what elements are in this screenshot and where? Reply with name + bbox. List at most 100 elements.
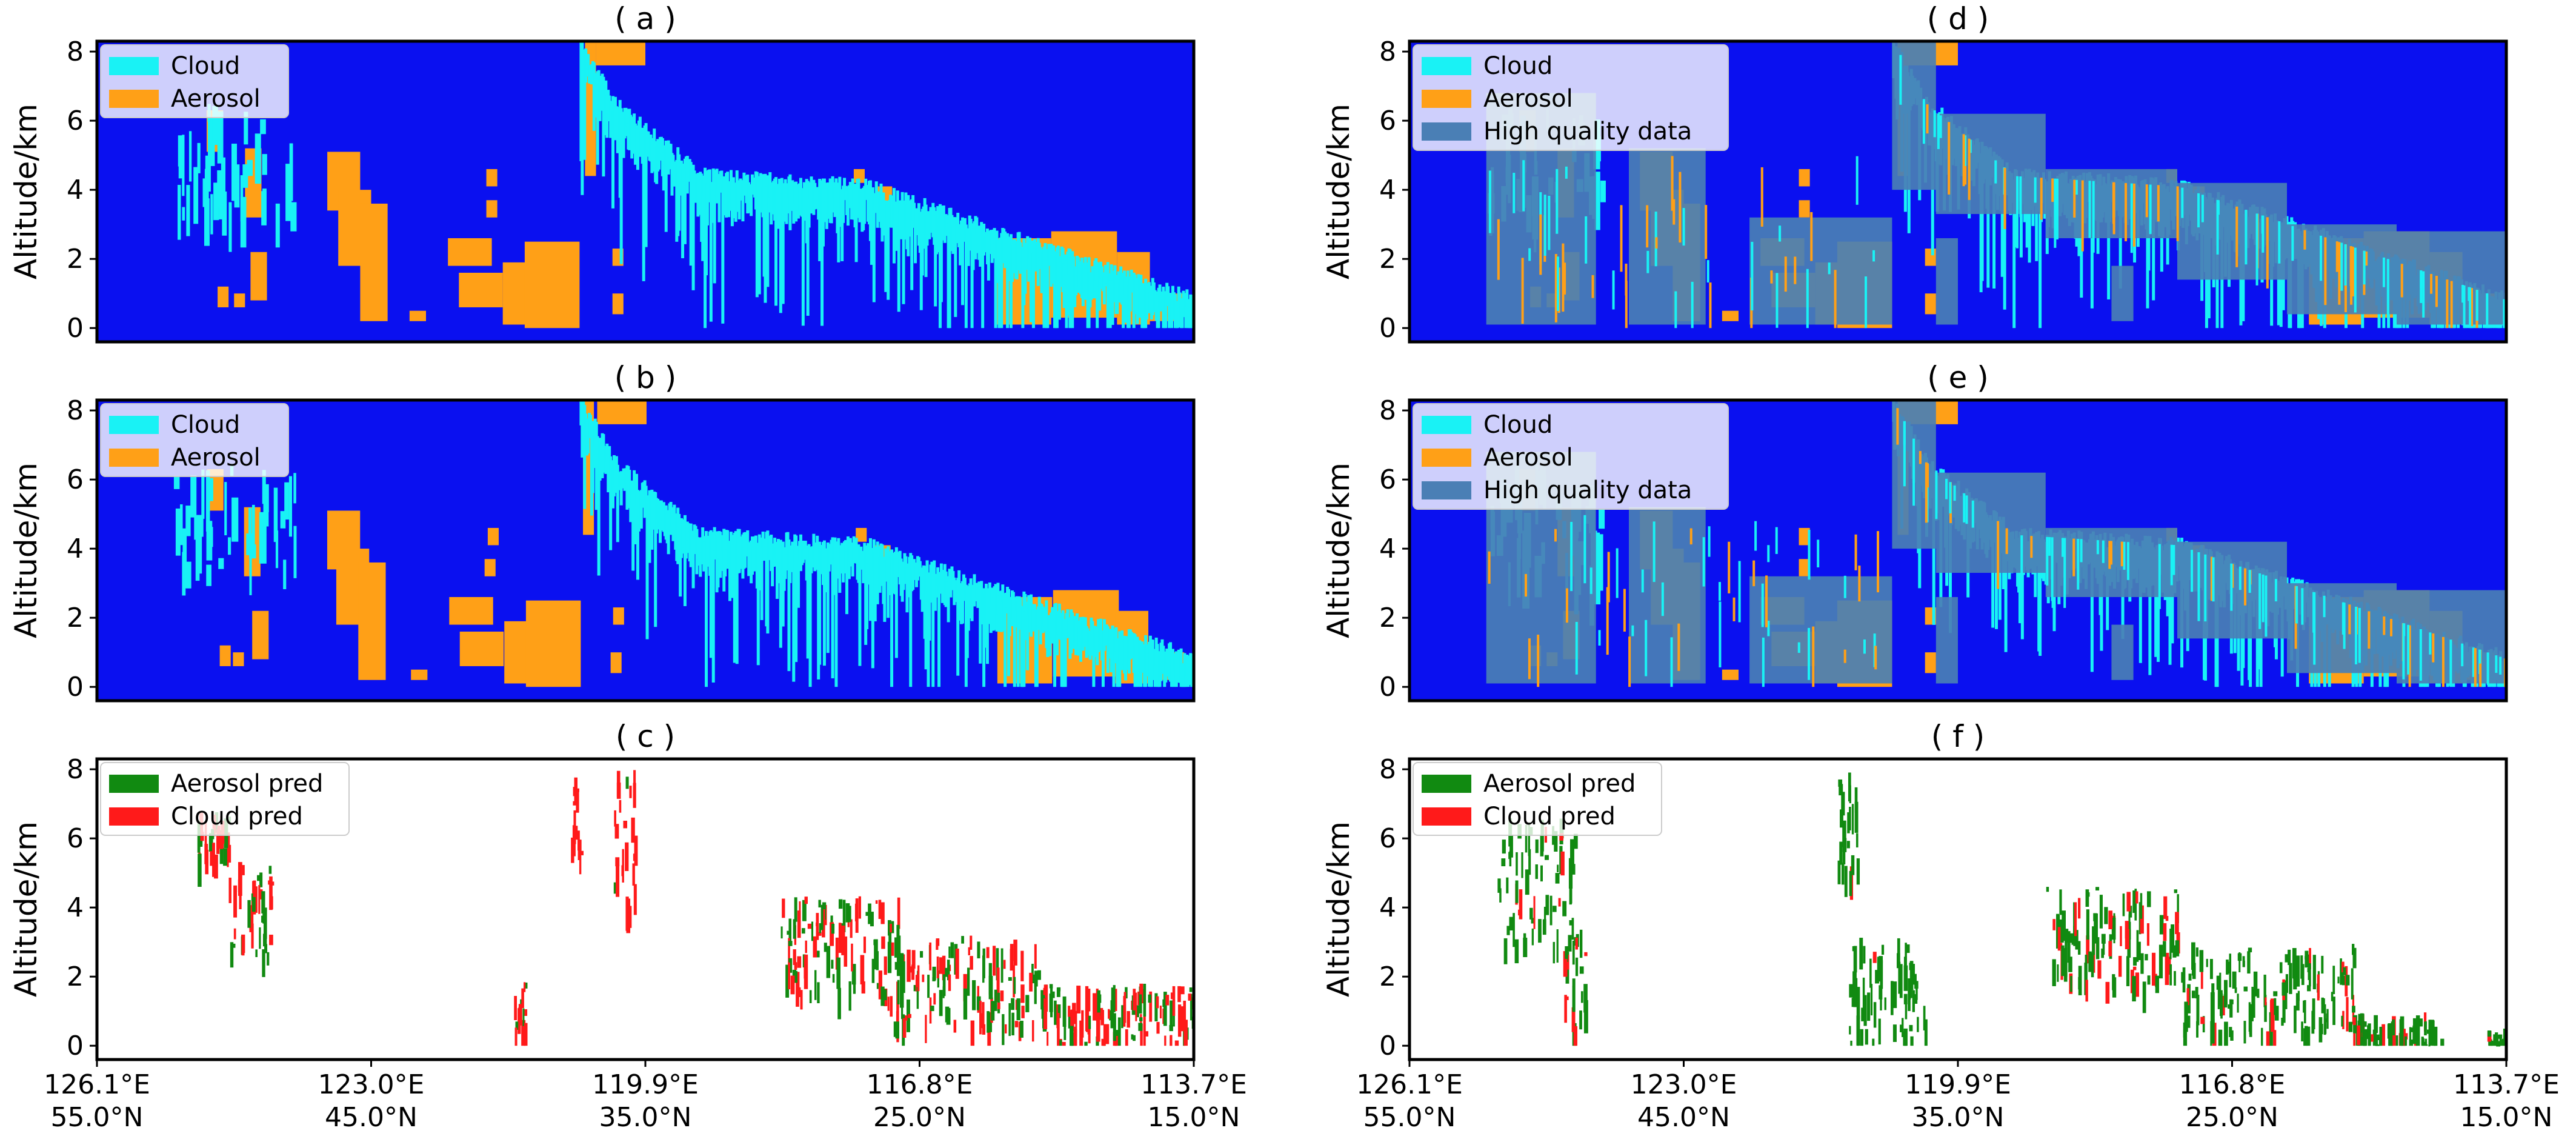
pred-streak xyxy=(890,924,892,933)
cloud-streak xyxy=(989,596,993,633)
overlay-streak xyxy=(2449,639,2452,687)
overlay-streak xyxy=(2096,540,2099,555)
pred-streak xyxy=(521,1020,526,1046)
pred-streak xyxy=(817,982,820,1004)
pred-streak xyxy=(2317,974,2320,1001)
overlay-streak xyxy=(1751,241,1754,311)
pred-streak xyxy=(2247,951,2251,974)
pred-streak xyxy=(2434,1026,2438,1046)
overlay-streak xyxy=(2478,649,2481,664)
cloud-streak xyxy=(1118,631,1122,687)
pred-streak xyxy=(2229,999,2233,1018)
cloud-streak xyxy=(705,183,709,225)
pred-streak xyxy=(1131,1034,1134,1040)
overlay-streak xyxy=(1525,573,1528,597)
pred-streak xyxy=(269,934,273,946)
pred-streak xyxy=(1162,999,1165,1007)
pred-streak xyxy=(873,939,878,946)
x-tick-label: 123.0°E 45.0°N xyxy=(318,1069,425,1133)
cloud-streak xyxy=(974,216,977,259)
pred-streak xyxy=(579,840,582,852)
pred-streak xyxy=(790,975,795,995)
overlay-streak xyxy=(1562,243,1565,312)
pred-streak xyxy=(2312,955,2316,990)
pred-streak xyxy=(2138,902,2142,935)
overlay-streak xyxy=(1812,626,1815,687)
overlay-streak xyxy=(1488,551,1491,584)
overlay-streak xyxy=(1926,104,1929,134)
y-tick-label: 6 xyxy=(1379,823,1396,854)
pred-streak xyxy=(576,826,578,840)
overlay-streak xyxy=(1754,521,1757,551)
cloud-streak xyxy=(184,561,191,589)
overlay-streak xyxy=(1863,639,1866,654)
high-quality-region xyxy=(2177,182,2287,280)
pred-streak xyxy=(982,948,985,978)
pred-streak xyxy=(1879,985,1883,1000)
cloud-streak xyxy=(255,133,261,184)
pred-streak xyxy=(1575,957,1579,977)
pred-streak xyxy=(2165,916,2169,921)
cloud-streak xyxy=(605,95,609,138)
pred-streak xyxy=(2068,957,2072,972)
pred-streak xyxy=(2428,1045,2431,1047)
pred-streak xyxy=(2418,1018,2423,1027)
cloud-streak xyxy=(650,489,654,550)
overlay-streak xyxy=(2230,563,2233,611)
overlay-streak xyxy=(1872,250,1875,262)
pred-streak xyxy=(1859,938,1863,970)
overlay-streak xyxy=(1922,99,1925,144)
cloud-streak xyxy=(838,176,842,202)
overlay-streak xyxy=(1565,588,1568,623)
pred-streak xyxy=(2112,977,2117,998)
cloud-streak xyxy=(217,111,224,164)
pred-streak xyxy=(1575,937,1579,950)
overlay-streak xyxy=(2120,541,2123,567)
pred-streak xyxy=(1110,1000,1114,1029)
overlay-streak xyxy=(1779,225,1782,242)
pred-streak xyxy=(878,900,882,920)
x-tick-label-line: 119.9°E xyxy=(1905,1069,2011,1100)
cloud-streak xyxy=(764,173,767,303)
overlay-streak xyxy=(1797,642,1800,653)
cloud-streak xyxy=(1111,280,1114,325)
cloud-streak xyxy=(756,543,760,666)
aerosol-region xyxy=(486,169,498,187)
y-tick-label: 0 xyxy=(1379,313,1396,344)
cloud-streak xyxy=(1039,603,1042,645)
cloud-streak xyxy=(991,229,995,259)
cloud-streak xyxy=(588,415,592,438)
cloud-streak xyxy=(1025,242,1028,270)
y-axis-label: Altitude/km xyxy=(1321,104,1356,279)
pred-streak xyxy=(2337,977,2340,984)
pred-streak xyxy=(2200,972,2203,989)
overlay-streak xyxy=(1709,282,1712,329)
pred-streak xyxy=(1143,1013,1146,1046)
pred-streak xyxy=(217,836,221,849)
overlay-streak xyxy=(1965,495,1968,524)
pred-streak xyxy=(1041,1006,1044,1019)
cloud-streak xyxy=(820,182,824,326)
pred-streak xyxy=(2155,975,2160,993)
pred-streak xyxy=(1912,990,1915,1012)
cloud-streak xyxy=(642,128,645,281)
pred-streak xyxy=(1088,1018,1091,1044)
aerosol-region xyxy=(360,203,388,321)
pred-streak xyxy=(897,935,901,967)
legend-swatch xyxy=(1422,775,1471,793)
pred-streak xyxy=(2196,995,2200,1026)
pred-streak xyxy=(264,944,268,953)
y-tick-label: 4 xyxy=(67,892,84,923)
y-tick-label: 8 xyxy=(1379,754,1396,785)
pred-streak xyxy=(890,996,893,1017)
overlay-streak xyxy=(2125,182,2128,242)
pred-streak xyxy=(875,900,878,904)
cloud-streak xyxy=(1001,584,1005,602)
high-quality-region xyxy=(1935,596,1958,684)
x-tick-label-line: 35.0°N xyxy=(1912,1102,2005,1133)
cloud-streak xyxy=(1600,180,1606,202)
pred-streak xyxy=(818,900,821,908)
pred-streak xyxy=(2133,957,2137,966)
pred-streak xyxy=(2341,1015,2343,1027)
